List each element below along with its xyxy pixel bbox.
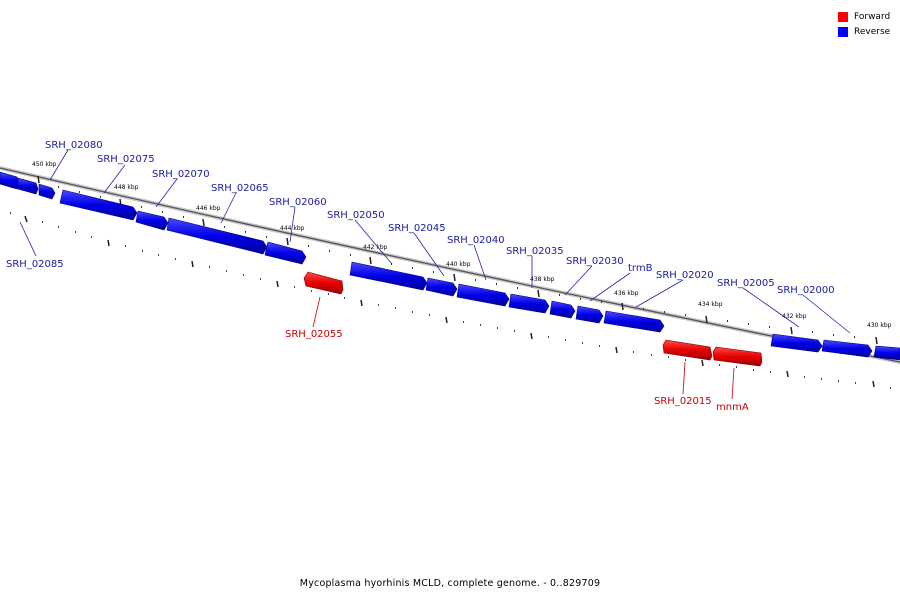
gene-label[interactable]: SRH_02070 (152, 169, 210, 180)
gene-label[interactable]: SRH_02065 (211, 183, 269, 194)
tick-label: 446 kbp (196, 205, 221, 212)
gene-srh-02065[interactable] (166, 217, 268, 255)
gene-srh-02020[interactable] (603, 310, 665, 333)
gene-labels: SRH_02085 SRH_02080 SRH_02075 SRH_02070 … (6, 140, 835, 413)
tick-label: 448 kbp (114, 184, 139, 191)
gene-srh-02075[interactable] (59, 189, 138, 221)
gene-label[interactable]: SRH_02075 (97, 154, 155, 165)
reverse-genes (0, 171, 900, 361)
gene-label[interactable]: SRH_02060 (269, 197, 327, 208)
gene-label[interactable]: SRH_02020 (656, 270, 714, 281)
genome-caption: Mycoplasma hyorhinis MCLD, complete geno… (299, 578, 601, 589)
gene-label[interactable]: SRH_02085 (6, 259, 64, 270)
gene-srh-02050[interactable] (349, 261, 428, 291)
tick-label: 450 kbp (32, 161, 57, 168)
tick-label: 436 kbp (614, 290, 639, 297)
ruler-minor-ticks (58, 186, 855, 338)
gene-srh-02090[interactable] (0, 171, 20, 190)
gene-srh-02005[interactable] (770, 333, 823, 353)
reverse-swatch (838, 26, 848, 37)
gene-srh-02035[interactable] (508, 293, 550, 314)
gene-srh-02045[interactable] (425, 277, 458, 297)
legend-label: Forward (854, 11, 891, 22)
tick-label: 430 kbp (867, 322, 892, 329)
legend-item-forward[interactable]: Forward (838, 9, 890, 24)
gene-label[interactable]: SRH_02000 (777, 285, 835, 296)
forward-genes (303, 271, 763, 367)
gene-label[interactable]: mnmA (716, 402, 749, 413)
gene-srh-02085[interactable] (17, 177, 39, 195)
gene-srh-01995[interactable] (873, 345, 900, 361)
label-leader-lines (19, 149, 851, 400)
forward-swatch (838, 11, 848, 22)
gene-srh-02030[interactable] (549, 300, 576, 319)
legend-item-reverse[interactable]: Reverse (838, 24, 890, 39)
gene-label[interactable]: trmB (628, 263, 653, 274)
gene-mnma[interactable] (712, 346, 763, 367)
gene-srh-02070[interactable] (135, 210, 169, 231)
gene-label[interactable]: SRH_02035 (506, 246, 564, 257)
tick-label: 432 kbp (782, 313, 807, 320)
gene-label[interactable]: SRH_02080 (45, 140, 103, 151)
genome-backbone (0, 166, 900, 364)
gene-label[interactable]: SRH_02040 (447, 235, 505, 246)
ruler-ticks (37, 175, 878, 345)
gene-label[interactable]: SRH_02005 (717, 278, 775, 289)
gene-srh-02040[interactable] (456, 283, 510, 307)
gene-srh-02080[interactable] (38, 183, 56, 200)
gene-srh-02060[interactable] (264, 241, 307, 265)
gene-label[interactable]: SRH_02055 (285, 329, 343, 340)
legend: Forward Reverse (838, 9, 890, 39)
tick-label: 440 kbp (446, 261, 471, 268)
gene-label[interactable]: SRH_02015 (654, 396, 712, 407)
gene-srh-02000[interactable] (821, 339, 873, 358)
legend-label: Reverse (854, 26, 891, 37)
gene-srh-02055[interactable] (303, 271, 344, 295)
tick-label: 442 kbp (363, 244, 388, 251)
gene-label[interactable]: SRH_02030 (566, 256, 624, 267)
gene-srh-02015[interactable] (662, 339, 713, 361)
tick-label: 434 kbp (698, 301, 723, 308)
tick-label: 438 kbp (530, 276, 555, 283)
lower-ruler-minor-ticks (10, 212, 891, 389)
gene-label[interactable]: SRH_02045 (388, 223, 446, 234)
lower-ruler-ticks (24, 215, 875, 388)
gene-trmb[interactable] (575, 305, 604, 324)
gene-label[interactable]: SRH_02050 (327, 210, 385, 221)
